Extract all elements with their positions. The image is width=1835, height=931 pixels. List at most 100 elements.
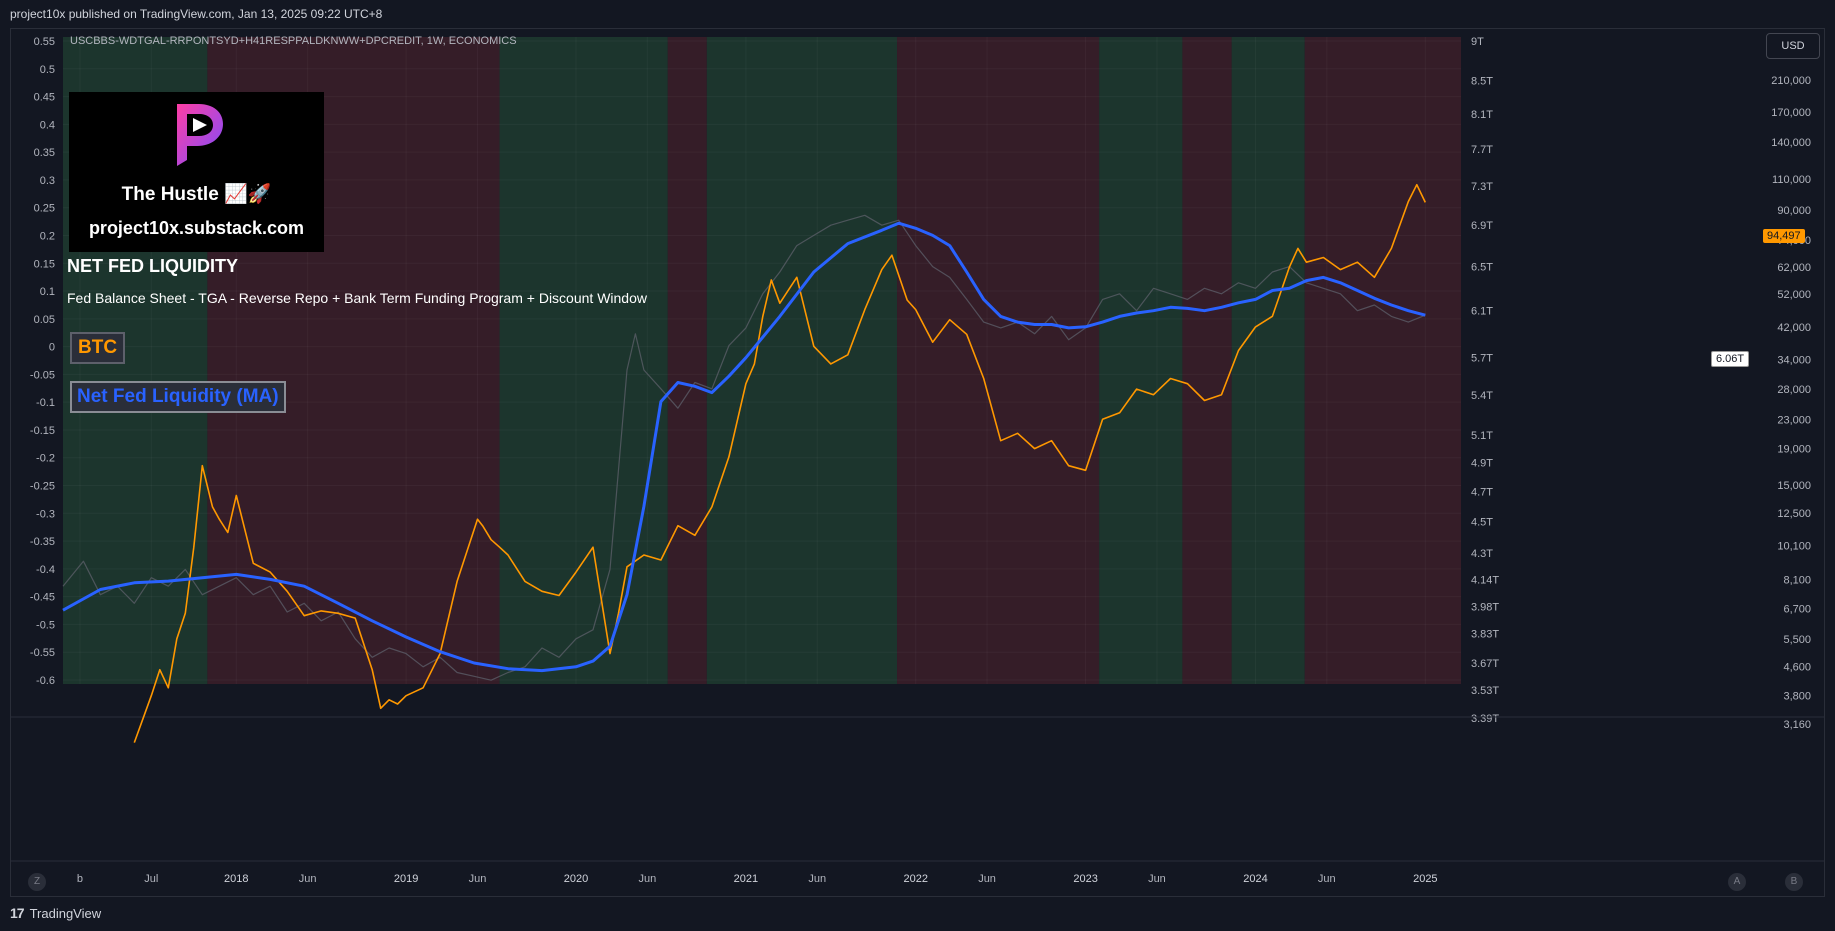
left-axis-tick: 0.45 (34, 92, 55, 104)
regime-band-green (499, 37, 668, 684)
left-axis-tick: -0.1 (36, 397, 55, 409)
left-axis-tick: 0.05 (34, 314, 55, 326)
liquidity-axis-tick: 5.7T (1471, 353, 1493, 365)
left-axis-tick: 0 (49, 342, 55, 354)
btc-axis-tick: 170,000 (1771, 107, 1811, 119)
time-axis-tick: 2018 (224, 873, 248, 885)
btc-axis-tick: 12,500 (1777, 508, 1811, 520)
currency-button[interactable]: USD (1766, 33, 1820, 59)
btc-axis-tick: 15,000 (1777, 480, 1811, 492)
btc-axis-tick: 42,000 (1777, 322, 1811, 334)
liquidity-axis-tick: 3.39T (1471, 713, 1499, 725)
time-axis-tick: Jul (144, 873, 158, 885)
legend-btc: BTC (70, 332, 126, 364)
regime-band-green (706, 37, 898, 684)
liquidity-axis-tick: 7.7T (1471, 144, 1493, 156)
left-axis-tick: -0.3 (36, 508, 55, 520)
publish-header: project10x published on TradingView.com,… (0, 0, 1835, 28)
time-axis-tick: 2020 (564, 873, 588, 885)
log-scale-button[interactable]: B (1785, 873, 1803, 891)
left-axis-tick: 0.3 (40, 175, 55, 187)
brand-logo-box: The Hustle 📈🚀 project10x.substack.com (69, 92, 324, 252)
time-axis-tick: Jun (638, 873, 656, 885)
liquidity-axis-tick: 4.14T (1471, 574, 1499, 586)
btc-axis-tick: 23,000 (1777, 414, 1811, 426)
liquidity-axis-tick: 3.53T (1471, 685, 1499, 697)
liquidity-axis-tick: 3.83T (1471, 628, 1499, 640)
left-axis-tick: 0.2 (40, 230, 55, 242)
left-axis-tick: -0.05 (30, 369, 55, 381)
btc-axis-tick: 210,000 (1771, 75, 1811, 87)
liquidity-price-tag: 6.06T (1711, 351, 1750, 367)
btc-axis-tick: 3,800 (1783, 691, 1811, 703)
btc-axis-tick: 90,000 (1777, 205, 1811, 217)
time-axis-tick: 2021 (734, 873, 758, 885)
time-axis-zoom-button[interactable]: Z (28, 873, 46, 891)
chart-canvas[interactable]: 0.55 0.5 0.45 0.4 0.35 0.3 0.25 0.2 0.15 0.1 0.05 0… (11, 29, 1824, 896)
btc-line (133, 183, 1427, 743)
time-axis-tick: b (77, 873, 83, 885)
liquidity-axis-tick: 7.3T (1471, 181, 1493, 193)
chart-frame[interactable]: 0.55 0.5 0.45 0.4 0.35 0.3 0.25 0.2 0.15 0.1 0.05 0… (10, 28, 1825, 897)
left-axis-tick: 0.4 (40, 119, 55, 131)
btc-price-tag: 94,497 (1763, 229, 1805, 243)
chart-subtitle: Fed Balance Sheet - TGA - Reverse Repo +… (67, 290, 647, 306)
btc-axis-tick: 3,160 (1783, 719, 1811, 731)
time-axis-tick: Jun (1148, 873, 1166, 885)
regime-band-red (897, 37, 1100, 684)
time-axis-tick: 2025 (1413, 873, 1437, 885)
brand-title: The Hustle 📈🚀 (121, 184, 272, 205)
left-axis-tick: 0.15 (34, 258, 55, 270)
btc-axis-tick: 19,000 (1777, 444, 1811, 456)
liquidity-axis-tick: 6.9T (1471, 220, 1493, 232)
liquidity-axis-tick: 4.5T (1471, 517, 1493, 529)
left-axis-tick: -0.15 (30, 425, 55, 437)
liquidity-raw-line (62, 214, 1426, 681)
liquidity-axis-tick: 3.67T (1471, 658, 1499, 670)
btc-axis-tick: 10,100 (1777, 541, 1811, 553)
time-axis-tick: Jun (1318, 873, 1336, 885)
time-axis-tick: Jun (808, 873, 826, 885)
liquidity-axis-tick: 4.7T (1471, 486, 1493, 498)
ticker-label: USCBBS-WDTGAL-RRPONTSYD+H41RESPPALDKNWW+… (70, 35, 517, 47)
btc-axis-tick: 6,700 (1783, 604, 1811, 616)
left-axis-tick: 0.25 (34, 203, 55, 215)
liquidity-axis-tick: 3.98T (1471, 602, 1499, 614)
left-axis-tick: -0.55 (30, 647, 55, 659)
btc-axis-tick: 34,000 (1777, 354, 1811, 366)
btc-axis-tick: 110,000 (1772, 174, 1811, 186)
left-axis-tick: -0.45 (30, 592, 55, 604)
btc-axis-tick: 8,100 (1783, 575, 1811, 587)
btc-axis-tick: 52,000 (1777, 289, 1811, 301)
left-axis-tick: -0.6 (36, 675, 55, 687)
regime-band-red (1182, 37, 1232, 684)
regime-band-red (667, 37, 707, 684)
regime-band-red (1304, 37, 1461, 684)
left-axis-tick: -0.25 (30, 481, 55, 493)
liquidity-axis-tick: 8.5T (1471, 76, 1493, 88)
left-axis-tick: -0.35 (30, 536, 55, 548)
tradingview-logo[interactable]: 17 TradingView (10, 905, 101, 921)
time-axis-tick: Jun (978, 873, 996, 885)
liquidity-ma-line (62, 221, 1426, 673)
regime-band-green (1099, 37, 1183, 684)
time-axis-tick: Jun (299, 873, 317, 885)
time-axis-tick: 2024 (1243, 873, 1267, 885)
btc-axis-tick: 140,000 (1771, 137, 1811, 149)
left-axis-tick: -0.2 (36, 453, 55, 465)
left-axis-tick: 0.5 (40, 64, 55, 76)
regime-band-green (1231, 37, 1305, 684)
time-axis-tick: 2023 (1073, 873, 1097, 885)
time-axis-tick: Jun (469, 873, 487, 885)
liquidity-axis-tick: 4.9T (1471, 458, 1493, 470)
liquidity-axis-tick: 6.1T (1471, 306, 1493, 318)
btc-axis-tick: 62,000 (1777, 262, 1811, 274)
liquidity-axis-tick: 4.3T (1471, 548, 1493, 560)
brand-logo-icon (177, 104, 223, 166)
liquidity-axis-tick: 5.4T (1471, 390, 1493, 402)
auto-scale-button[interactable]: A (1728, 873, 1746, 891)
left-axis-tick: -0.4 (36, 564, 55, 576)
liquidity-axis-tick: 8.1T (1471, 109, 1493, 121)
footer: 17 TradingView (0, 897, 1835, 931)
chart-title: NET FED LIQUIDITY (67, 256, 238, 276)
